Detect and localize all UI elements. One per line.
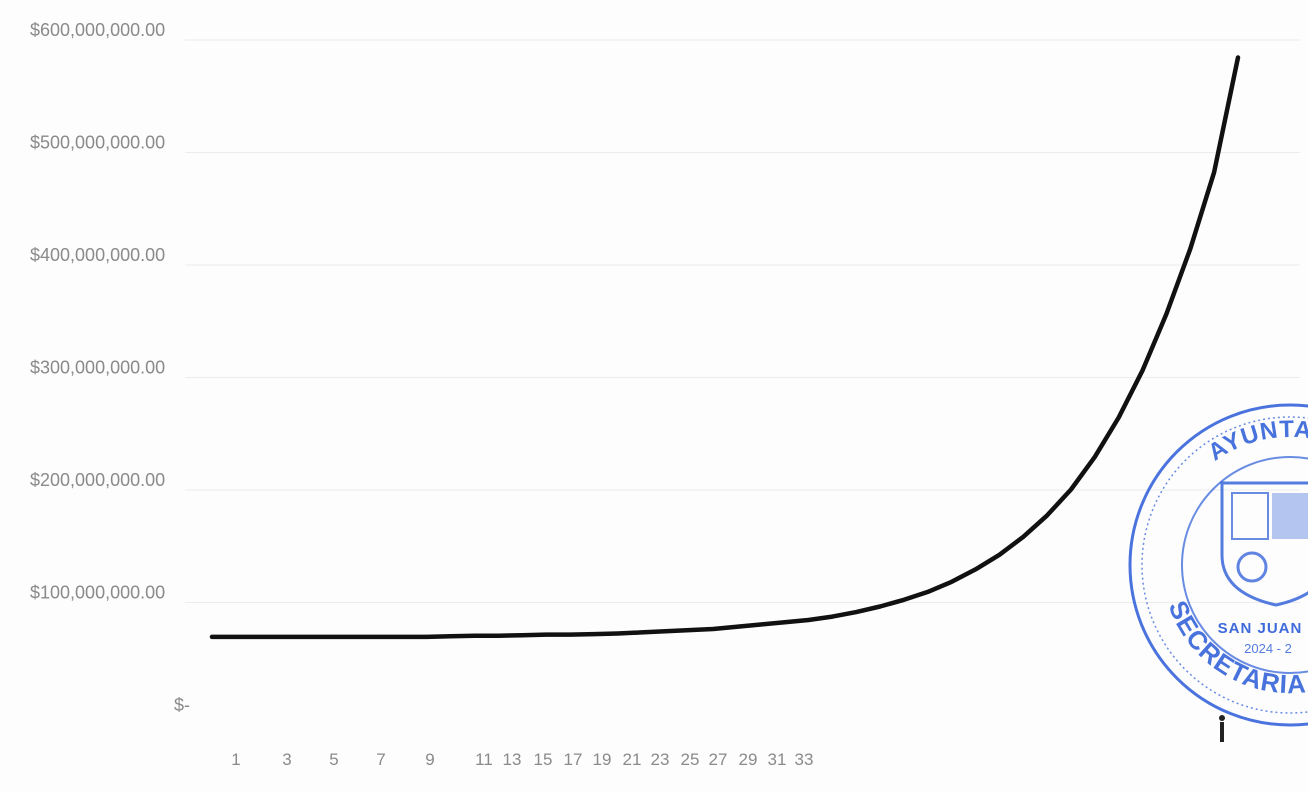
y-tick-label: $- [174, 695, 190, 715]
x-tick-label: 5 [329, 750, 338, 769]
seal-center-line1: SAN JUAN [1218, 620, 1303, 637]
y-axis: $600,000,000.00 $500,000,000.00 $400,000,0… [30, 20, 190, 715]
x-tick-label: 33 [795, 750, 814, 769]
x-tick-label: 19 [593, 750, 612, 769]
x-tick-label: 15 [534, 750, 553, 769]
series-layer [209, 55, 1241, 640]
seal-shield-emblem [1220, 481, 1308, 607]
seal-emblem-circle [1236, 551, 1268, 583]
seal-outer-ring [1128, 403, 1308, 727]
seal-emblem-figure [1272, 493, 1308, 539]
series-line [209, 55, 1241, 640]
seal-core-ring [1181, 456, 1308, 674]
x-tick-label: 27 [709, 750, 728, 769]
seal-emblem-panel [1231, 492, 1269, 540]
y-tick-label: $100,000,000.00 [30, 583, 165, 603]
x-axis: 1 3 5 7 9 11 13 15 17 19 21 23 25 27 29 31 33 [231, 750, 813, 769]
seal-center-line2: 2024 - 2 [1244, 641, 1292, 656]
x-tick-label: 25 [681, 750, 700, 769]
y-tick-label: $500,000,000.00 [30, 133, 165, 153]
x-tick-label: 29 [739, 750, 758, 769]
x-tick-label: 31 [768, 750, 787, 769]
x-tick-label: 3 [282, 750, 291, 769]
ink-mark-dot [1219, 715, 1225, 721]
x-tick-label: 11 [475, 750, 493, 769]
x-tick-label: 23 [651, 750, 670, 769]
x-tick-label: 9 [425, 750, 434, 769]
x-tick-label: 1 [231, 750, 240, 769]
x-tick-label: 21 [623, 750, 642, 769]
x-tick-label: 17 [564, 750, 583, 769]
ink-mark [1220, 722, 1224, 742]
y-tick-label: $600,000,000.00 [30, 20, 165, 40]
y-tick-label: $400,000,000.00 [30, 245, 165, 265]
x-tick-label: 7 [376, 750, 385, 769]
y-tick-label: $300,000,000.00 [30, 358, 165, 378]
grid-lines [185, 39, 1300, 603]
x-tick-label: 13 [503, 750, 522, 769]
y-tick-label: $200,000,000.00 [30, 470, 165, 490]
